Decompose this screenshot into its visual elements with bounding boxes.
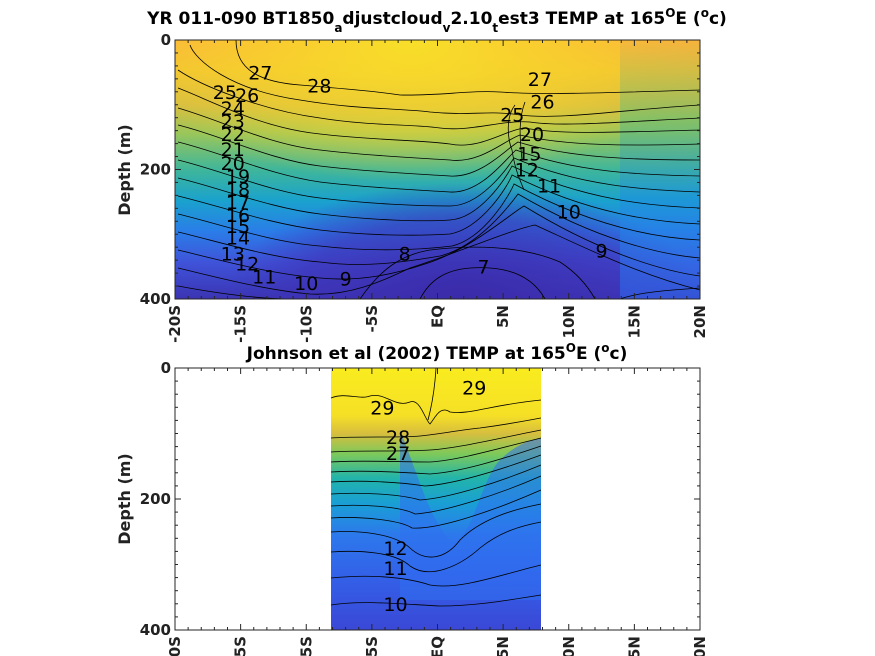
panel-top-xtick-label: -5S	[363, 305, 381, 332]
panel-bottom-xtick-label: 5N	[494, 636, 512, 656]
panel-bottom-contour-label: 27	[386, 443, 410, 465]
panel-top-contour-label: 15	[517, 143, 541, 165]
panel-bottom-field	[331, 368, 541, 630]
panel-top-yticks: 0 200 400	[140, 31, 700, 308]
panel-bottom-contour-label: 11	[383, 558, 407, 580]
panel-bottom-contour-label: 12	[383, 538, 407, 560]
panel-top-xtick-label: 10N	[560, 305, 578, 338]
panel-top-contour-label: 23	[221, 111, 245, 133]
panel-bottom-contour-label: 29	[462, 378, 486, 400]
panel-top-xtick-label: 5N	[494, 305, 512, 328]
panel-bottom-contour-label: 10	[383, 594, 407, 616]
panel-top-xtick-label: -10S	[297, 305, 315, 343]
panel-bottom-xtick-label: 0N	[560, 636, 578, 656]
panel-bottom-contour-label: 29	[370, 397, 394, 419]
panel-top-contour-label: 11	[537, 176, 561, 198]
panel-bottom-ytick-label: 0	[161, 359, 171, 377]
panel-bottom-xtick-label: 5S	[363, 636, 381, 656]
panel-top-xtick-label: 15N	[625, 305, 643, 338]
panel-top-contour-label: 26	[530, 92, 554, 114]
panel-top-contour-label: 10	[557, 202, 581, 224]
panel-top-contour-label: 10	[294, 273, 318, 295]
panel-top-contour-label: 20	[520, 124, 544, 146]
panel-top-contour-label: 16	[226, 205, 250, 227]
panel-bottom-xtick-label: 5S	[232, 636, 250, 656]
panel-bottom-contour-label: 28	[386, 427, 410, 449]
panel-top-ytick-label: 0	[161, 31, 171, 49]
panel-bottom-xtick-label: 0N	[691, 636, 709, 656]
panel-bottom-ytick-label: 400	[140, 621, 171, 639]
panel-bottom-contours	[330, 367, 542, 607]
panel-top-contour-label: 19	[226, 166, 250, 188]
panel-top-ytick-label: 200	[140, 161, 171, 179]
panel-bottom-xtick-label: 0S	[166, 636, 184, 656]
panel-bottom: Johnson et al (2002) TEMP at 165OE (oc) …	[115, 341, 709, 656]
panel-top-contour-label: 18	[226, 179, 250, 201]
panel-top-contour-label: 27	[248, 62, 272, 84]
panel-top-contour-label: 7	[477, 257, 489, 279]
panel-top: YR 011-090 BT1850adjustcloudv2.10test3 T…	[115, 6, 727, 343]
panel-top-ytick-label: 400	[140, 290, 171, 308]
panel-top-contour-label: 26	[235, 85, 259, 107]
panel-bottom-xtick-label: 5S	[297, 636, 315, 656]
panel-top-contour-label: 25	[500, 104, 524, 126]
panel-top-contour-label: 9	[340, 268, 352, 290]
panel-bottom-xtick-label: 5N	[625, 636, 643, 656]
panel-top-field	[175, 40, 700, 299]
panel-top-contour-label: 25	[213, 82, 237, 104]
panel-top-xtick-label: 20N	[691, 305, 709, 338]
panel-top-contours	[177, 39, 701, 300]
panel-top-title: YR 011-090 BT1850adjustcloudv2.10test3 T…	[146, 6, 727, 35]
panel-top-contour-label: 21	[221, 139, 245, 161]
panel-top-contour-label: 24	[221, 98, 245, 120]
panel-top-contour-label: 14	[226, 227, 250, 249]
panel-bottom-yticks: 0 200 400	[140, 359, 700, 639]
panel-bottom-xticks: 0S 5S 5S 5S EQ 5N 0N 5N 0N	[166, 368, 709, 656]
panel-top-xtick-label: -20S	[166, 305, 184, 343]
panel-top-xticks: -20S -15S -10S -5S EQ 5N 10N 15N 20N	[166, 40, 709, 343]
panel-bottom-title: Johnson et al (2002) TEMP at 165OE (oc)	[246, 341, 628, 364]
panel-top-contour-label: 17	[226, 192, 250, 214]
panel-bottom-ylabel: Depth (m)	[115, 453, 134, 545]
panel-top-xtick-label: EQ	[429, 305, 447, 328]
panel-top-contour-label: 12	[235, 253, 259, 275]
panel-top-contour-label: 27	[528, 69, 552, 91]
panel-bottom-ytick-label: 200	[140, 490, 171, 508]
panel-top-contour-label: 9	[596, 240, 608, 262]
panel-top-contour-label: 12	[515, 160, 539, 182]
panel-top-contour-label: 13	[221, 244, 245, 266]
panel-top-xtick-label: -15S	[232, 305, 250, 343]
panel-top-contour-label: 22	[221, 124, 245, 146]
panel-top-contour-label: 28	[307, 75, 331, 97]
panel-top-contour-label: 11	[252, 266, 276, 288]
panel-top-contour-label: 15	[226, 216, 250, 238]
panel-top-contour-label: 8	[399, 244, 411, 266]
panel-bottom-xtick-label: EQ	[429, 636, 447, 656]
panel-top-ylabel: Depth (m)	[115, 124, 134, 216]
panel-top-contour-label: 20	[221, 153, 245, 175]
